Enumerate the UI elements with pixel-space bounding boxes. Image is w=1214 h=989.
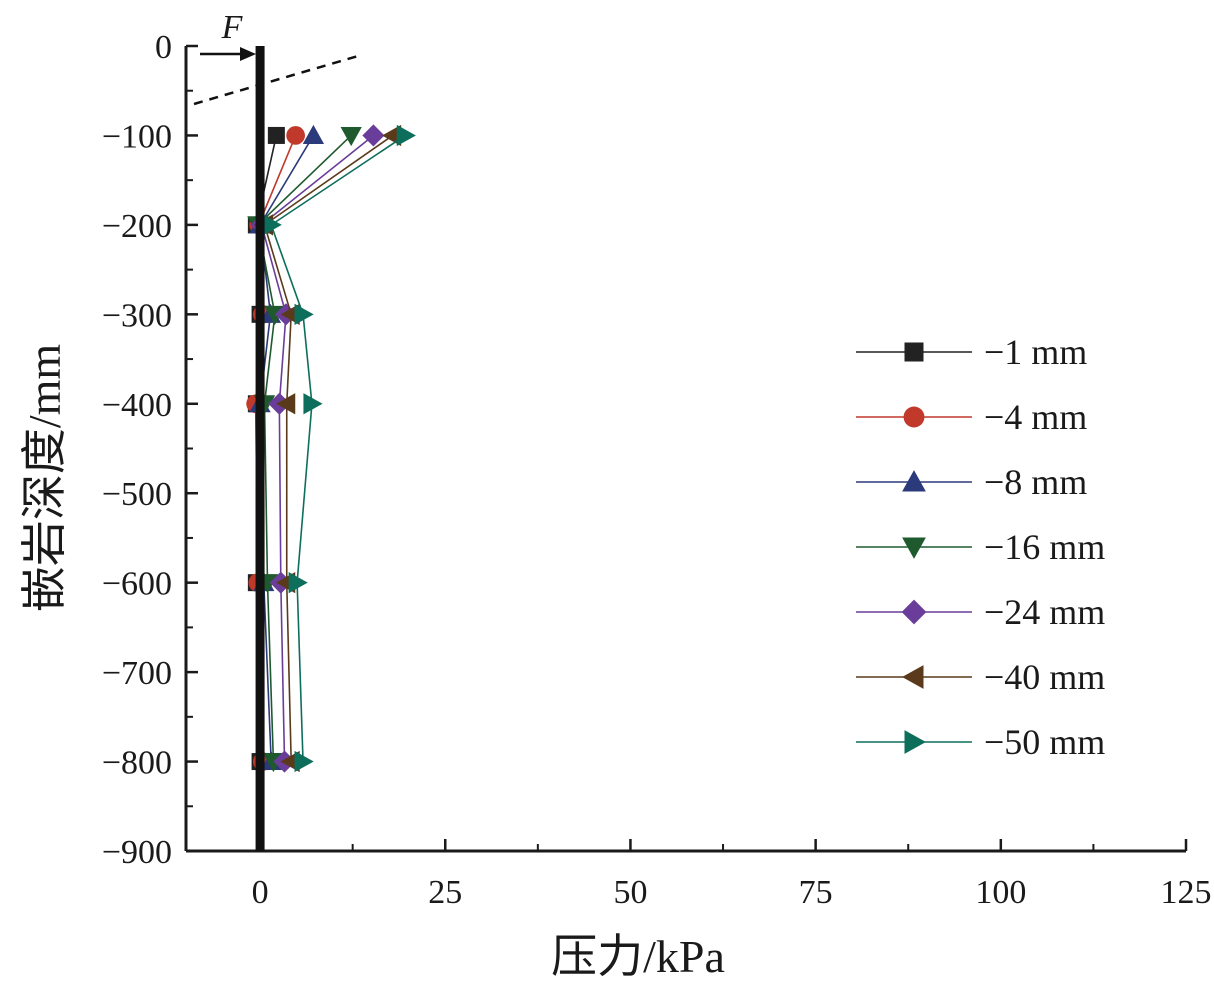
- y-tick-label: −900: [102, 834, 172, 871]
- data-point: [303, 393, 323, 415]
- y-tick-label: −100: [102, 118, 172, 155]
- x-tick-label: 125: [1161, 874, 1212, 911]
- x-tick-label: 0: [252, 874, 269, 911]
- x-tick-label: 50: [613, 874, 647, 911]
- data-point: [294, 303, 314, 325]
- x-tick-label: 75: [799, 874, 833, 911]
- overlay-group: F: [193, 9, 359, 851]
- force-label: F: [221, 9, 244, 46]
- legend-marker: [901, 599, 927, 625]
- legend-marker: [902, 537, 926, 559]
- series-line: [263, 134, 394, 762]
- y-tick-label: −200: [102, 208, 172, 245]
- legend-marker: [902, 470, 926, 492]
- data-point: [362, 124, 385, 147]
- dashed-reference-line: [193, 54, 359, 106]
- legend-marker: [902, 665, 924, 689]
- series-6: [262, 124, 416, 773]
- y-tick-label: −300: [102, 297, 172, 334]
- series-line: [256, 134, 352, 762]
- series-line: [260, 134, 374, 762]
- legend-label: −8 mm: [984, 462, 1087, 502]
- data-point: [262, 214, 282, 236]
- data-point: [294, 750, 314, 773]
- legend-item-0: −1 mm: [856, 332, 1087, 372]
- series-group: [246, 124, 416, 773]
- legend-item-3: −16 mm: [856, 527, 1105, 567]
- x-tick-label: 100: [975, 874, 1026, 911]
- legend-label: −4 mm: [984, 397, 1087, 437]
- legend: −1 mm −4 mm −8 mm −16 mm −24 mm −40 mm −50 mm: [856, 332, 1105, 762]
- y-axis-title: 嵌岩深度/mm: [19, 344, 70, 613]
- legend-marker: [904, 342, 924, 362]
- axes: 0 −100 −200 −300 −400 −500 −600 −700 −800 −900 0 25…: [19, 29, 1212, 982]
- y-tick-label: 0: [155, 29, 172, 66]
- legend-marker: [904, 730, 926, 754]
- legend-item-2: −8 mm: [856, 462, 1087, 502]
- legend-label: −40 mm: [984, 657, 1105, 697]
- data-point: [276, 393, 296, 415]
- x-axis-title: 压力/kPa: [551, 931, 725, 982]
- legend-item-6: −50 mm: [856, 722, 1105, 762]
- data-point: [396, 124, 416, 147]
- legend-label: −24 mm: [984, 592, 1105, 632]
- data-point: [267, 126, 285, 144]
- force-arrow-head: [240, 47, 256, 61]
- legend-label: −16 mm: [984, 527, 1105, 567]
- legend-item-1: −4 mm: [856, 397, 1087, 437]
- data-point: [302, 124, 325, 144]
- y-tick-label: −700: [102, 655, 172, 692]
- legend-label: −1 mm: [984, 332, 1087, 372]
- series-line: [270, 134, 406, 762]
- legend-marker: [903, 406, 925, 428]
- data-point: [288, 572, 308, 594]
- series-line: [259, 135, 315, 762]
- y-tick-label: −800: [102, 745, 172, 782]
- legend-label: −50 mm: [984, 722, 1105, 762]
- legend-item-4: −24 mm: [856, 592, 1105, 632]
- data-point: [286, 126, 305, 145]
- y-tick-label: −500: [102, 476, 172, 513]
- x-tick-label: 25: [428, 874, 462, 911]
- y-tick-label: −400: [102, 387, 172, 424]
- legend-item-5: −40 mm: [856, 657, 1105, 697]
- y-tick-label: −600: [102, 566, 172, 603]
- data-point: [340, 126, 362, 147]
